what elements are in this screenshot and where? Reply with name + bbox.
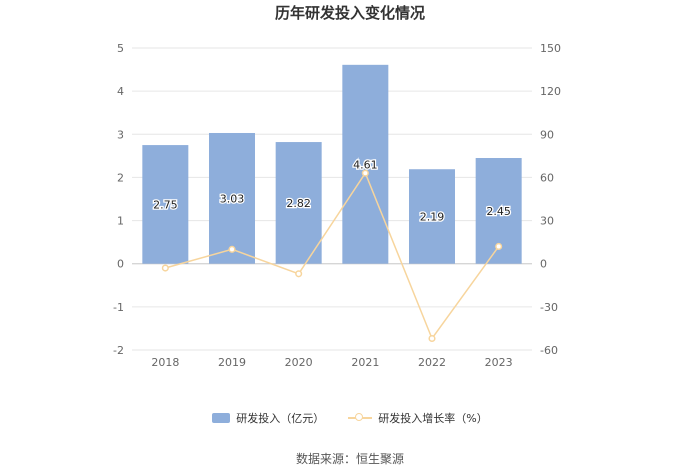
bar xyxy=(142,145,189,264)
y-left-tick-label: 3 xyxy=(117,128,124,141)
growth-point xyxy=(428,334,436,343)
y-right-tick-label: 30 xyxy=(540,215,554,228)
growth-line xyxy=(165,171,500,341)
y-right-tick-label: 150 xyxy=(540,42,561,55)
y-left-tick-label: 5 xyxy=(117,42,124,55)
legend-line-swatch xyxy=(348,412,373,424)
y-right-tick-label: 0 xyxy=(540,258,547,271)
growth-point xyxy=(361,169,369,177)
y-left-tick-label: 1 xyxy=(117,215,124,228)
legend-label-bar: 研发投入（亿元） xyxy=(236,412,325,425)
bar xyxy=(275,142,322,264)
bar-value-label: 3.03 xyxy=(220,192,245,205)
bar-value-label: 2.82 xyxy=(286,197,311,210)
y-right-tick-label: 60 xyxy=(540,171,554,184)
y-right-tick-label: 90 xyxy=(540,128,554,141)
y-right-tick-label: -30 xyxy=(540,301,558,314)
y-left-tick-label: 4 xyxy=(117,85,124,98)
legend: 研发投入（亿元） 研发投入增长率（%） xyxy=(0,410,700,426)
chart-title: 历年研发投入变化情况 xyxy=(274,4,425,22)
bar-value-label: 2.45 xyxy=(486,205,511,218)
x-tick-label: 2020 xyxy=(285,356,313,369)
y-left-tick-label: 0 xyxy=(117,258,124,271)
source-note: 数据来源：恒生聚源 xyxy=(295,452,404,466)
bar-value-label: 4.61 xyxy=(353,158,378,171)
x-tick-label: 2018 xyxy=(151,356,179,369)
bar xyxy=(409,169,455,264)
y-left-tick-label: -1 xyxy=(113,301,124,314)
bar-value-label: 2.19 xyxy=(420,210,445,223)
x-tick-label: 2023 xyxy=(485,356,513,369)
growth-point xyxy=(495,242,503,251)
bar-value-label: 2.75 xyxy=(153,198,178,211)
x-tick-label: 2022 xyxy=(418,356,446,369)
y-right-tick-label: 120 xyxy=(540,85,561,98)
legend-bar-swatch xyxy=(212,413,231,423)
legend-item-bar[interactable]: 研发投入（亿元） xyxy=(212,410,324,426)
x-tick-label: 2019 xyxy=(218,356,246,369)
x-tick-label: 2021 xyxy=(351,356,379,369)
growth-point xyxy=(161,264,169,272)
legend-item-line[interactable]: 研发投入增长率（%） xyxy=(348,410,488,426)
y-left-tick-label: -2 xyxy=(113,344,124,357)
legend-label-line: 研发投入增长率（%） xyxy=(378,412,488,425)
y-left-tick-label: 2 xyxy=(117,171,124,184)
bar xyxy=(342,64,389,264)
bar xyxy=(209,132,255,264)
y-right-tick-label: -60 xyxy=(540,344,558,357)
growth-point xyxy=(228,245,236,253)
growth-point xyxy=(295,270,303,278)
